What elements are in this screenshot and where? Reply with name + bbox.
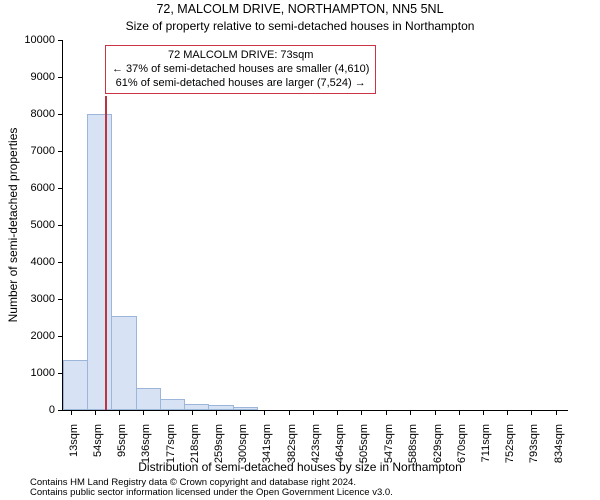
x-tick-label: 423sqm: [310, 424, 322, 463]
x-tick-label: 382sqm: [286, 424, 298, 463]
histogram-bar: [87, 114, 112, 410]
histogram-bar: [184, 404, 209, 410]
histogram-bar: [160, 399, 185, 410]
y-tick-label: 4000: [15, 256, 55, 268]
x-tick-label: 834sqm: [553, 424, 565, 463]
x-tick: [531, 410, 532, 415]
x-tick-label: 629sqm: [432, 424, 444, 463]
footer: Contains HM Land Registry data © Crown c…: [30, 478, 393, 499]
x-tick: [216, 410, 217, 415]
x-tick-label: 341sqm: [261, 424, 273, 463]
x-tick: [507, 410, 508, 415]
x-tick: [361, 410, 362, 415]
x-tick: [435, 410, 436, 415]
footer-line2: Contains public sector information licen…: [30, 488, 393, 498]
x-tick-label: 13sqm: [68, 424, 80, 457]
y-tick-label: 7000: [15, 145, 55, 157]
x-tick: [143, 410, 144, 415]
x-tick: [71, 410, 72, 415]
figure: 72, MALCOLM DRIVE, NORTHAMPTON, NN5 5NL …: [0, 0, 600, 500]
y-tick: [58, 40, 63, 41]
annotation-box: 72 MALCOLM DRIVE: 73sqm ← 37% of semi-de…: [105, 45, 376, 94]
y-tick-label: 1000: [15, 367, 55, 379]
plot-area: [62, 40, 568, 411]
x-tick: [386, 410, 387, 415]
y-tick: [58, 410, 63, 411]
x-tick-label: 300sqm: [237, 424, 249, 463]
y-tick: [58, 336, 63, 337]
highlight-bar: [105, 96, 107, 411]
x-tick: [264, 410, 265, 415]
x-tick: [483, 410, 484, 415]
y-tick: [58, 114, 63, 115]
y-tick-label: 0: [15, 404, 55, 416]
x-tick-label: 547sqm: [383, 424, 395, 463]
x-axis-label: Distribution of semi-detached houses by …: [0, 460, 600, 474]
histogram-bar: [233, 407, 258, 410]
x-tick-label: 711sqm: [480, 424, 492, 462]
chart-title-main: 72, MALCOLM DRIVE, NORTHAMPTON, NN5 5NL: [0, 2, 600, 16]
x-tick: [459, 410, 460, 415]
x-tick: [168, 410, 169, 415]
histogram-bar: [136, 388, 161, 410]
y-tick: [58, 151, 63, 152]
x-tick: [313, 410, 314, 415]
x-tick-label: 259sqm: [213, 424, 225, 463]
x-tick: [410, 410, 411, 415]
y-tick: [58, 299, 63, 300]
x-tick-label: 95sqm: [116, 424, 128, 457]
annotation-line2: ← 37% of semi-detached houses are smalle…: [112, 63, 369, 77]
annotation-line3: 61% of semi-detached houses are larger (…: [112, 77, 369, 91]
y-tick-label: 10000: [15, 34, 55, 46]
x-tick: [337, 410, 338, 415]
x-tick-label: 464sqm: [334, 424, 346, 463]
plot-inner: [63, 40, 568, 410]
x-tick-label: 505sqm: [358, 424, 370, 463]
histogram-bar: [208, 405, 233, 410]
y-tick-label: 2000: [15, 330, 55, 342]
y-tick-label: 6000: [15, 182, 55, 194]
x-tick-label: 793sqm: [528, 424, 540, 463]
x-tick-label: 752sqm: [504, 424, 516, 463]
x-tick: [289, 410, 290, 415]
y-tick-label: 3000: [15, 293, 55, 305]
y-tick: [58, 262, 63, 263]
y-tick: [58, 373, 63, 374]
x-tick-label: 177sqm: [165, 424, 177, 463]
y-tick: [58, 225, 63, 226]
x-tick-label: 588sqm: [407, 424, 419, 463]
histogram-bar: [63, 360, 88, 410]
x-tick: [95, 410, 96, 415]
annotation-line1: 72 MALCOLM DRIVE: 73sqm: [112, 49, 369, 63]
x-tick: [240, 410, 241, 415]
chart-title-sub: Size of property relative to semi-detach…: [0, 19, 600, 33]
y-tick: [58, 188, 63, 189]
x-tick-label: 670sqm: [456, 424, 468, 463]
y-tick-label: 9000: [15, 71, 55, 83]
x-tick: [192, 410, 193, 415]
x-tick-label: 136sqm: [140, 424, 152, 463]
histogram-bar: [111, 316, 136, 411]
x-tick-label: 218sqm: [189, 424, 201, 463]
y-tick-label: 5000: [15, 219, 55, 231]
y-tick-label: 8000: [15, 108, 55, 120]
x-tick: [556, 410, 557, 415]
x-tick: [119, 410, 120, 415]
x-tick-label: 54sqm: [92, 424, 104, 457]
y-tick: [58, 77, 63, 78]
